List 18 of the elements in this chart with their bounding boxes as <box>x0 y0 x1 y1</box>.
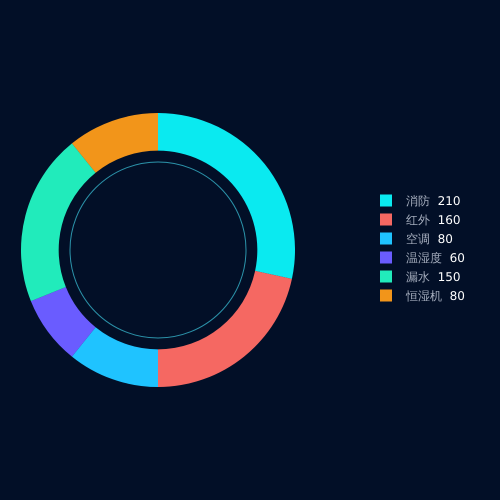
donut-slice <box>21 143 96 302</box>
data-label: 210 <box>438 194 461 208</box>
data-label: 80 <box>438 232 453 246</box>
legend-label: 红外 <box>406 213 430 228</box>
donut-slice <box>72 327 158 387</box>
data-label: 60 <box>450 251 465 266</box>
legend-label: 漏水 <box>406 270 430 284</box>
donut-slice <box>30 287 96 357</box>
legend-label: 恒湿机 <box>406 289 442 304</box>
data-label: 160 <box>438 213 461 228</box>
donut-slice <box>158 270 292 387</box>
legend-label: 消防 <box>406 194 430 208</box>
legend-label: 空调 <box>406 232 430 246</box>
donut-slice <box>158 113 295 279</box>
data-label: 150 <box>438 270 461 284</box>
legend-label: 温湿度 <box>406 251 442 266</box>
data-label: 80 <box>450 289 465 304</box>
donut-slice <box>72 113 158 173</box>
